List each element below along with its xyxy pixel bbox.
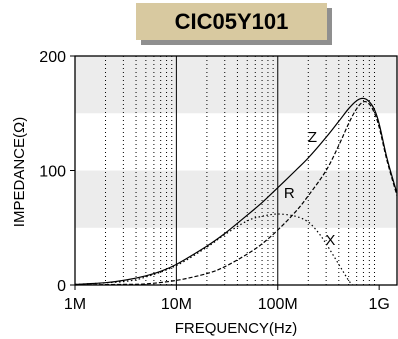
shaded-band: [75, 170, 397, 228]
x-tick-label: 10M: [161, 296, 192, 313]
shaded-band: [75, 56, 397, 114]
y-axis-label: IMPEDANCE(Ω): [11, 117, 28, 227]
series-layer: [74, 97, 398, 286]
chart-title: CIC05Y101: [136, 3, 327, 40]
series-annotation-x: X: [325, 232, 335, 249]
series-annotations: Z R X: [284, 129, 335, 249]
x-tick-label: 1G: [368, 296, 389, 313]
x-tick-label: 1M: [64, 296, 86, 313]
shaded-bands: [75, 56, 397, 228]
y-tick-label: 100: [39, 164, 66, 181]
axis-ticks: 1M 10M 100M 1G 0 100 200: [39, 49, 390, 313]
series-annotation-r: R: [284, 185, 295, 202]
x-tick-label: 100M: [258, 296, 298, 313]
y-tick-label: 200: [39, 49, 66, 66]
grid-lines: [105, 56, 376, 285]
y-tick-label: 0: [57, 278, 66, 295]
series-line-z: [74, 97, 398, 285]
x-axis-label: FREQUENCY(Hz): [175, 320, 298, 337]
series-line-r: [74, 100, 398, 286]
series-annotation-z: Z: [308, 129, 317, 146]
